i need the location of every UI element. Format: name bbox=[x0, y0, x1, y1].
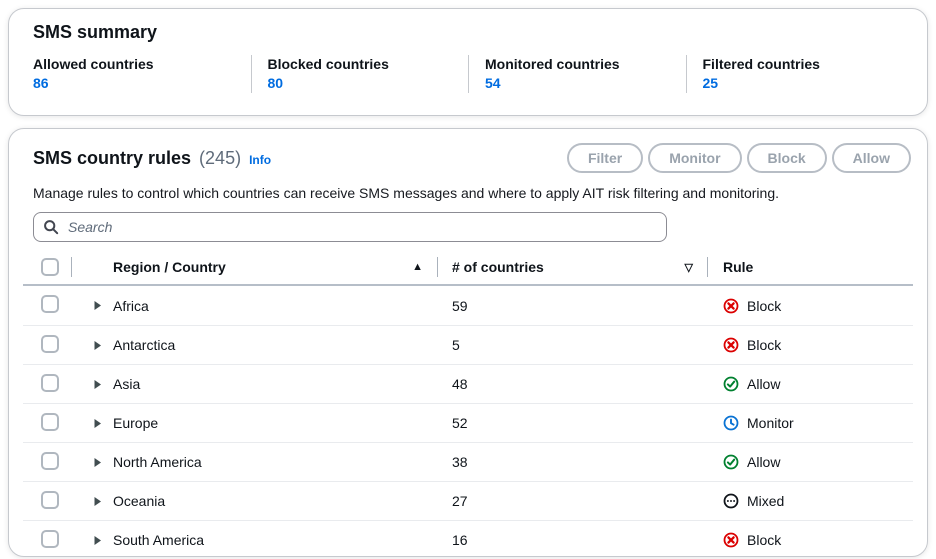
metric-value[interactable]: 54 bbox=[485, 75, 501, 91]
rule-label: Allow bbox=[747, 454, 781, 470]
metric-monitored-countries: Monitored countries 54 bbox=[468, 55, 686, 93]
allow-icon bbox=[723, 376, 739, 392]
region-name: South America bbox=[113, 532, 205, 548]
row-checkbox[interactable] bbox=[41, 490, 59, 509]
metric-value[interactable]: 80 bbox=[267, 75, 284, 91]
row-checkbox[interactable] bbox=[41, 451, 59, 470]
rule-label: Monitor bbox=[747, 415, 794, 431]
rule-label: Block bbox=[747, 532, 782, 548]
expand-row-icon[interactable] bbox=[93, 340, 102, 351]
search-icon bbox=[43, 219, 59, 235]
header-select-all-cell bbox=[33, 250, 71, 284]
sms-summary-card: SMS summary Allowed countries 86 Blocked… bbox=[8, 8, 928, 116]
filter-button[interactable]: Filter bbox=[566, 143, 644, 173]
expand-row-icon[interactable] bbox=[93, 418, 102, 429]
rule-label: Allow bbox=[747, 376, 781, 392]
region-name: Asia bbox=[113, 376, 141, 392]
region-name: Africa bbox=[113, 297, 149, 314]
column-header-rule: Rule bbox=[707, 250, 903, 284]
block-icon bbox=[723, 298, 739, 314]
block-icon bbox=[723, 337, 739, 353]
mixed-ellipsis-icon bbox=[723, 493, 739, 509]
sms-country-rules-card: SMS country rules (245) Info Filter Moni… bbox=[8, 128, 928, 557]
rules-title: SMS country rules bbox=[33, 148, 192, 168]
rule-action-buttons: Filter Monitor Block Allow bbox=[566, 143, 911, 173]
expand-row-icon[interactable] bbox=[93, 300, 102, 311]
region-name: Antarctica bbox=[113, 337, 176, 353]
table-row[interactable]: North America 38 Allow bbox=[23, 442, 913, 481]
metric-label: Allowed countries bbox=[33, 56, 154, 72]
allow-button[interactable]: Allow bbox=[831, 143, 911, 173]
table-row[interactable]: Asia 48 Allow bbox=[23, 364, 913, 403]
table-row[interactable]: Europe 52 Monitor bbox=[23, 403, 913, 442]
rules-table: Region / Country ▲ # of countries ▽ Rule… bbox=[23, 250, 913, 556]
metric-value[interactable]: 25 bbox=[702, 75, 719, 91]
select-all-checkbox[interactable] bbox=[41, 258, 59, 276]
rules-header: SMS country rules (245) Info bbox=[33, 143, 903, 175]
country-count: 59 bbox=[452, 297, 468, 314]
region-name: North America bbox=[113, 454, 202, 470]
sort-none-icon: ▽ bbox=[684, 261, 693, 274]
metric-label: Filtered countries bbox=[702, 56, 820, 72]
table-header-row: Region / Country ▲ # of countries ▽ Rule bbox=[23, 250, 913, 286]
rules-description: Manage rules to control which countries … bbox=[33, 185, 779, 201]
region-name: Europe bbox=[113, 415, 159, 431]
column-header-countries[interactable]: # of countries ▽ bbox=[437, 250, 707, 284]
search-input[interactable] bbox=[66, 218, 657, 236]
row-checkbox[interactable] bbox=[41, 529, 59, 548]
row-checkbox[interactable] bbox=[41, 295, 59, 313]
country-count: 48 bbox=[452, 376, 468, 392]
table-row[interactable]: Antarctica 5 Block bbox=[23, 325, 913, 364]
country-count: 52 bbox=[452, 415, 468, 431]
monitor-button[interactable]: Monitor bbox=[648, 143, 742, 173]
table-row[interactable]: Africa 59 Block bbox=[23, 286, 913, 325]
metric-value[interactable]: 86 bbox=[33, 75, 49, 91]
row-checkbox[interactable] bbox=[41, 373, 59, 392]
table-row[interactable]: South America 16 Block bbox=[23, 520, 913, 556]
country-count: 5 bbox=[452, 337, 460, 353]
expand-row-icon[interactable] bbox=[93, 457, 102, 468]
metric-label: Monitored countries bbox=[485, 56, 620, 72]
column-label: # of countries bbox=[452, 259, 544, 275]
rules-count: (245) bbox=[199, 148, 242, 168]
row-checkbox[interactable] bbox=[41, 412, 59, 431]
country-count: 27 bbox=[452, 493, 468, 509]
expand-row-icon[interactable] bbox=[93, 496, 102, 507]
column-header-region[interactable]: Region / Country ▲ bbox=[71, 250, 437, 284]
column-label: Rule bbox=[723, 259, 754, 275]
rule-label: Mixed bbox=[747, 493, 785, 509]
block-button[interactable]: Block bbox=[746, 143, 827, 173]
metric-blocked-countries: Blocked countries 80 bbox=[250, 55, 469, 93]
rule-label: Block bbox=[747, 337, 782, 353]
country-count: 16 bbox=[452, 532, 468, 548]
metric-filtered-countries: Filtered countries 25 bbox=[685, 55, 904, 93]
expand-row-icon[interactable] bbox=[93, 535, 102, 546]
country-count: 38 bbox=[452, 454, 468, 470]
search-box[interactable] bbox=[33, 212, 667, 242]
block-icon bbox=[723, 532, 739, 548]
column-label: Region / Country bbox=[113, 259, 226, 275]
info-link[interactable]: Info bbox=[249, 153, 272, 167]
summary-title: SMS summary bbox=[33, 22, 158, 42]
metric-label: Blocked countries bbox=[267, 56, 389, 72]
sort-ascending-icon: ▲ bbox=[412, 261, 423, 273]
expand-row-icon[interactable] bbox=[93, 379, 102, 390]
table-row[interactable]: Oceania 27 Mixed bbox=[23, 481, 913, 520]
summary-metrics: Allowed countries 86 Blocked countries 8… bbox=[33, 55, 903, 93]
row-checkbox[interactable] bbox=[41, 334, 59, 353]
rule-label: Block bbox=[747, 297, 782, 314]
allow-icon bbox=[723, 454, 739, 470]
region-name: Oceania bbox=[113, 493, 166, 509]
monitor-clock-icon bbox=[723, 415, 739, 431]
metric-allowed-countries: Allowed countries 86 bbox=[33, 55, 251, 93]
